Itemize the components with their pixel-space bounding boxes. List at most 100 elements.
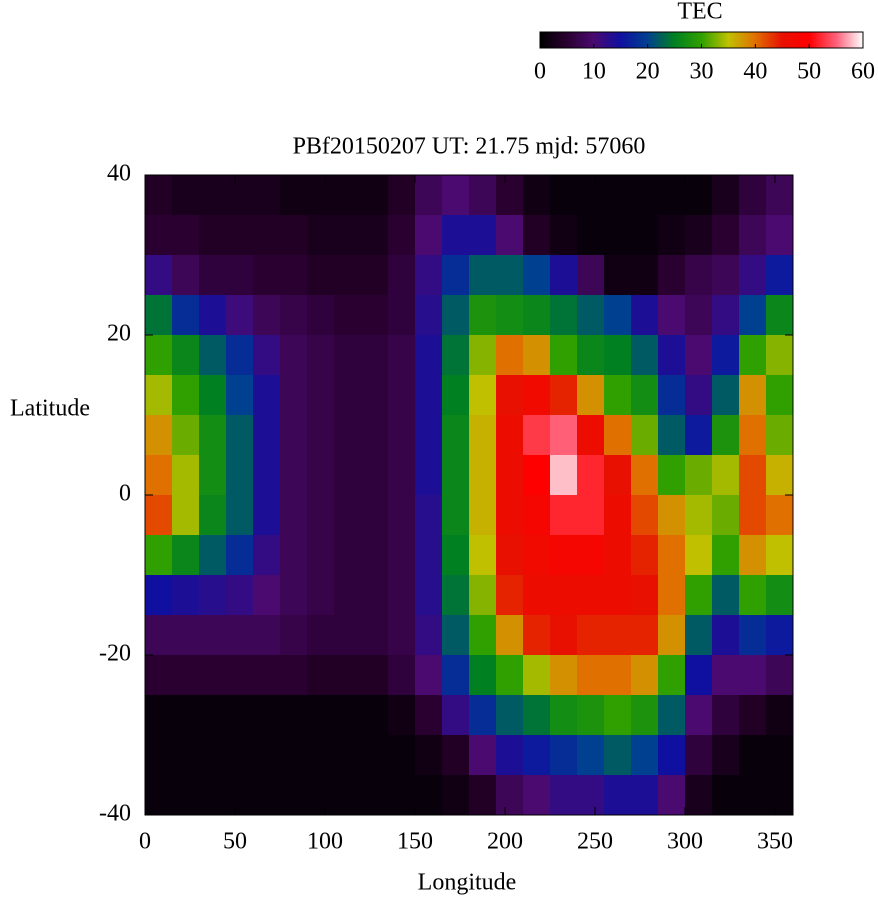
heat-cell <box>604 575 632 616</box>
heat-cell <box>145 175 173 216</box>
heat-cell <box>442 695 470 736</box>
heat-cell <box>172 695 200 736</box>
heat-cell <box>685 255 713 296</box>
heat-cell <box>442 575 470 616</box>
heat-cell <box>199 335 227 376</box>
heat-cell <box>280 615 308 656</box>
heat-cell <box>577 655 605 696</box>
heat-cell <box>577 775 605 816</box>
heat-cell <box>145 775 173 816</box>
heat-cell <box>604 375 632 416</box>
heat-cell <box>334 175 362 216</box>
heat-cell <box>334 735 362 776</box>
heat-cell <box>496 295 524 336</box>
heat-cell <box>496 335 524 376</box>
heat-cell <box>145 295 173 336</box>
heat-cell <box>226 575 254 616</box>
heat-cell <box>172 175 200 216</box>
heat-cell <box>280 295 308 336</box>
heat-cell <box>712 575 740 616</box>
heat-cell <box>550 695 578 736</box>
heat-cell <box>469 175 497 216</box>
heat-cell <box>523 335 551 376</box>
heat-cell <box>307 175 335 216</box>
heat-cell <box>361 255 389 296</box>
heat-cell <box>307 335 335 376</box>
heat-cell <box>658 535 686 576</box>
heat-cell <box>226 495 254 536</box>
heat-cell <box>712 335 740 376</box>
heat-cell <box>685 295 713 336</box>
heat-cell <box>496 255 524 296</box>
heat-cell <box>145 735 173 776</box>
heat-cell <box>658 255 686 296</box>
heat-cell <box>388 655 416 696</box>
heat-cell <box>226 615 254 656</box>
heat-cell <box>307 695 335 736</box>
heat-cell <box>145 375 173 416</box>
heat-cell <box>226 175 254 216</box>
heat-cell <box>550 735 578 776</box>
heat-cell <box>334 455 362 496</box>
heat-cell <box>226 535 254 576</box>
heat-cell <box>766 735 794 776</box>
heat-cell <box>415 455 443 496</box>
heat-cell <box>415 375 443 416</box>
heat-cell <box>199 575 227 616</box>
heat-cell <box>604 215 632 256</box>
x-tick-label: 350 <box>757 829 793 855</box>
x-tick-label: 150 <box>397 829 433 855</box>
heat-cell <box>766 415 794 456</box>
heat-cell <box>739 695 767 736</box>
heat-cell <box>523 495 551 536</box>
heat-cell <box>712 775 740 816</box>
heat-cell <box>442 215 470 256</box>
heat-cell <box>280 255 308 296</box>
heat-cell <box>199 415 227 456</box>
heat-cell <box>469 375 497 416</box>
heat-cell <box>604 695 632 736</box>
heat-cell <box>496 615 524 656</box>
heat-cell <box>307 375 335 416</box>
heat-cell <box>712 255 740 296</box>
heat-cell <box>307 495 335 536</box>
heat-cell <box>739 615 767 656</box>
heat-cell <box>334 535 362 576</box>
heat-cell <box>172 215 200 256</box>
heat-cell <box>253 295 281 336</box>
heat-cell <box>334 575 362 616</box>
heat-cell <box>496 695 524 736</box>
heat-cell <box>766 615 794 656</box>
heat-cell <box>523 175 551 216</box>
heat-cell <box>361 655 389 696</box>
heat-cell <box>199 255 227 296</box>
heat-cell <box>334 375 362 416</box>
heat-cell <box>226 655 254 696</box>
heat-cell <box>442 775 470 816</box>
heat-cell <box>388 215 416 256</box>
heat-cell <box>280 455 308 496</box>
heat-cell <box>766 335 794 376</box>
x-tick-label: 250 <box>577 829 613 855</box>
heat-cell <box>739 535 767 576</box>
heat-cell <box>712 695 740 736</box>
heat-cell <box>307 775 335 816</box>
heat-cell <box>604 535 632 576</box>
heat-cell <box>739 655 767 696</box>
heat-cell <box>334 215 362 256</box>
heat-cell <box>658 415 686 456</box>
heat-cell <box>388 735 416 776</box>
heat-cell <box>469 775 497 816</box>
heat-cell <box>631 375 659 416</box>
colorbar-tick-label: 10 <box>582 59 606 85</box>
heat-cell <box>658 735 686 776</box>
heat-cell <box>172 335 200 376</box>
heat-cell <box>739 735 767 776</box>
heat-cell <box>199 775 227 816</box>
heat-cell <box>199 615 227 656</box>
heat-cell <box>712 295 740 336</box>
heat-cell <box>226 375 254 416</box>
chart-title: PBf20150207 UT: 21.75 mjd: 57060 <box>293 134 646 160</box>
heat-cell <box>172 735 200 776</box>
heat-cell <box>253 735 281 776</box>
